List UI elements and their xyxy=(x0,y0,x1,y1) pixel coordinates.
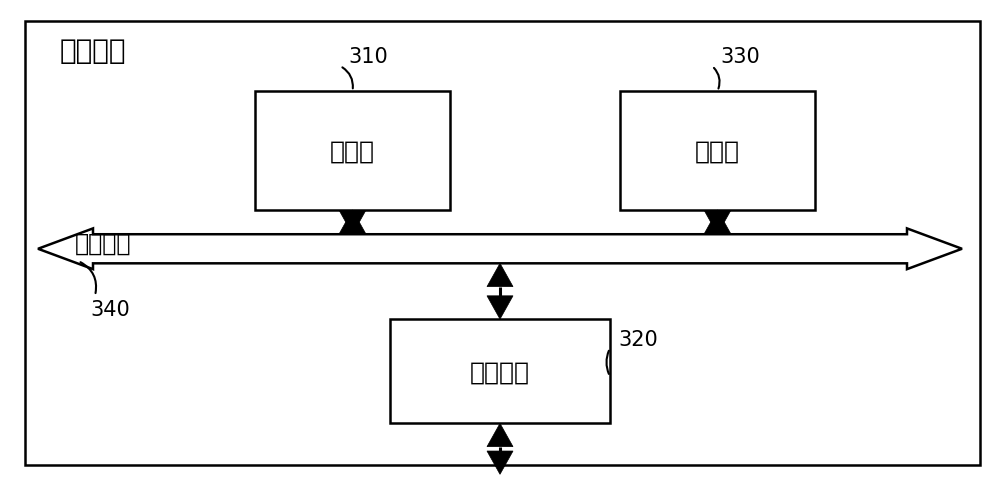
Polygon shape xyxy=(340,212,366,235)
Bar xyxy=(390,319,610,424)
Text: 存储器: 存储器 xyxy=(695,139,740,163)
Bar xyxy=(255,92,450,211)
Text: 320: 320 xyxy=(618,329,658,349)
Polygon shape xyxy=(487,264,513,287)
Text: 通信接口: 通信接口 xyxy=(470,360,530,383)
Text: 通信总线: 通信总线 xyxy=(75,231,132,255)
Bar xyxy=(620,92,815,211)
Polygon shape xyxy=(487,296,513,319)
Text: 340: 340 xyxy=(90,300,130,320)
Polygon shape xyxy=(38,229,962,270)
Text: 330: 330 xyxy=(720,47,760,67)
Polygon shape xyxy=(487,451,513,474)
Polygon shape xyxy=(487,424,513,447)
Text: 处理器: 处理器 xyxy=(330,139,375,163)
Polygon shape xyxy=(704,211,730,234)
Text: 电子设备: 电子设备 xyxy=(60,37,126,65)
Polygon shape xyxy=(704,212,730,235)
Polygon shape xyxy=(340,211,366,234)
Text: 310: 310 xyxy=(348,47,388,67)
